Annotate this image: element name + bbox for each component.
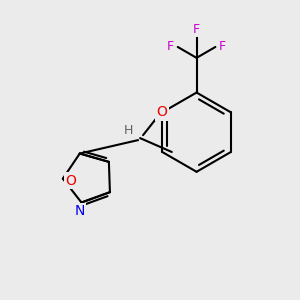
Text: F: F (167, 40, 174, 53)
Text: O: O (157, 105, 167, 119)
Text: H: H (124, 124, 133, 137)
Text: O: O (65, 174, 76, 188)
Text: N: N (74, 204, 85, 218)
Text: F: F (219, 40, 226, 53)
Text: F: F (193, 22, 200, 36)
